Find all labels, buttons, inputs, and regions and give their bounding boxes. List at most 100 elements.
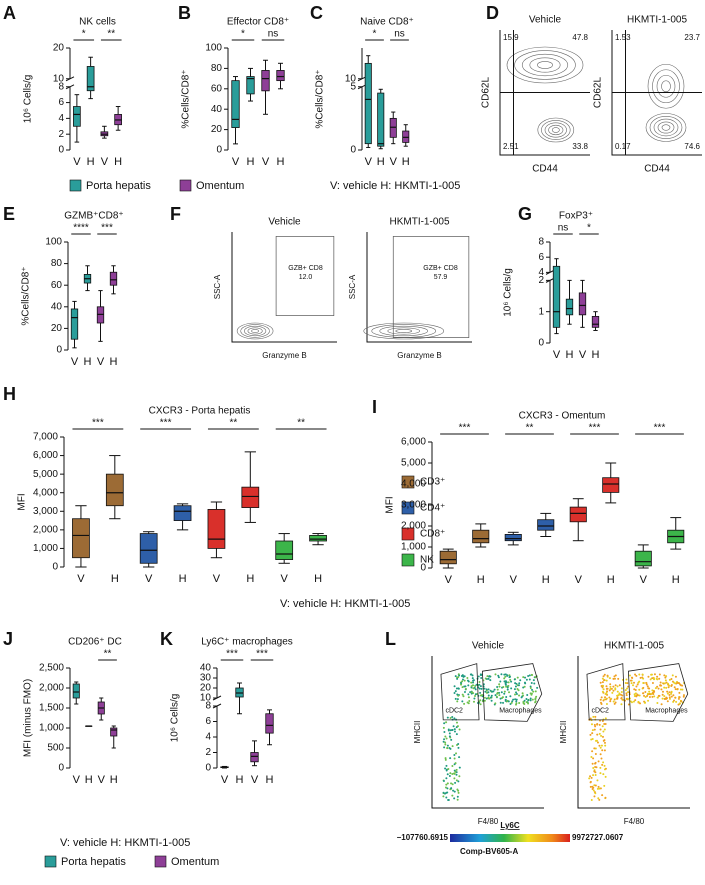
event-dot (491, 690, 494, 693)
event-dot (467, 696, 470, 699)
y-tick-label: 4 (205, 732, 211, 743)
y-tick-label: 2 (538, 275, 544, 286)
event-dot (446, 787, 449, 790)
event-dot (455, 752, 458, 755)
legend-swatch (154, 855, 167, 868)
event-dot (614, 688, 617, 691)
box (139, 533, 158, 564)
y-tick-label: 6,000 (33, 450, 58, 461)
event-dot (634, 688, 637, 691)
event-dot (528, 678, 531, 681)
event-dot (447, 799, 450, 802)
event-dot (530, 682, 533, 685)
event-dot (646, 685, 649, 688)
box (261, 70, 270, 92)
event-dot (522, 694, 525, 697)
event-dot (634, 673, 637, 676)
y-axis-label: SSC-A (213, 274, 222, 299)
event-dot (449, 729, 452, 732)
event-dot (616, 697, 619, 700)
legend-label: CD8⁺ (420, 529, 445, 540)
y-axis-label: %Cells/CD8⁺ (181, 69, 192, 128)
event-dot (618, 684, 621, 687)
event-dot (604, 717, 607, 720)
event-dot (479, 685, 482, 688)
event-dot (471, 674, 474, 677)
event-dot (534, 676, 537, 679)
event-dot (456, 700, 459, 703)
event-dot (613, 675, 616, 678)
significance-label: *** (101, 223, 113, 234)
y-tick-label: 3,000 (33, 506, 58, 517)
event-dot (523, 699, 526, 702)
event-dot (670, 678, 673, 681)
event-dot (442, 780, 445, 783)
event-dot (474, 693, 477, 696)
event-dot (642, 682, 645, 685)
y-tick-label: 5,000 (401, 458, 426, 469)
event-dot (449, 772, 452, 775)
significance-label: * (373, 29, 377, 40)
y-tick-label: 40 (211, 104, 223, 115)
event-dot (522, 676, 525, 679)
event-dot (657, 694, 660, 697)
event-dot (594, 739, 597, 742)
y-axis-label: 10⁶ Cells/g (23, 75, 34, 124)
event-dot (602, 730, 605, 733)
y-tick-label: 0 (350, 145, 356, 156)
event-dot (483, 699, 486, 702)
event-dot (504, 675, 507, 678)
event-dot (507, 700, 510, 703)
y-axis-label: 10⁶ Cells/g (503, 268, 514, 317)
event-dot (671, 674, 674, 677)
x-axis-label: Granzyme B (397, 351, 441, 360)
event-dot (455, 733, 458, 736)
event-dot (601, 794, 604, 797)
event-dot (457, 742, 460, 745)
event-dot (604, 693, 607, 696)
y-tick-label: 1,500 (39, 703, 64, 714)
contour (656, 74, 676, 98)
contour (647, 63, 685, 109)
y-tick-label: 40 (200, 663, 212, 674)
event-dot (453, 772, 456, 775)
event-dot (470, 692, 473, 695)
event-dot (667, 686, 670, 689)
y-tick-label: 8 (205, 701, 211, 712)
event-dot (600, 685, 603, 688)
event-dot (603, 784, 606, 787)
event-dot (651, 677, 654, 680)
event-dot (444, 757, 447, 760)
event-dot (458, 756, 461, 759)
event-dot (633, 695, 636, 698)
colorbar-min: −107760.6915 (397, 833, 449, 842)
y-axis-label: CD62L (593, 77, 604, 109)
contour (657, 121, 675, 134)
event-dot (651, 695, 654, 698)
contour (236, 322, 274, 340)
event-dot (589, 781, 592, 784)
event-dot (665, 697, 668, 700)
event-dot (652, 692, 655, 695)
x-tick-label: V (575, 574, 583, 586)
chart-title: CXCR3 - Omentum (519, 411, 606, 422)
event-dot (470, 681, 473, 684)
event-dot (598, 744, 601, 747)
event-dot (644, 701, 647, 704)
chart-title: CXCR3 - Porta hepatis (149, 406, 251, 417)
event-dot (660, 703, 663, 706)
y-tick-label: 20 (53, 43, 65, 54)
x-tick-label: V (101, 156, 109, 168)
event-dot (618, 693, 621, 696)
event-dot (454, 697, 457, 700)
x-tick-label: H (236, 774, 244, 786)
event-dot (603, 722, 606, 725)
event-dot (496, 688, 499, 691)
event-dot (487, 677, 490, 680)
event-dot (604, 744, 607, 747)
event-dot (496, 686, 499, 689)
event-dot (472, 700, 475, 703)
y-tick-label: 3,000 (401, 500, 426, 511)
event-dot (601, 719, 604, 722)
panel-letter: I (372, 397, 377, 417)
